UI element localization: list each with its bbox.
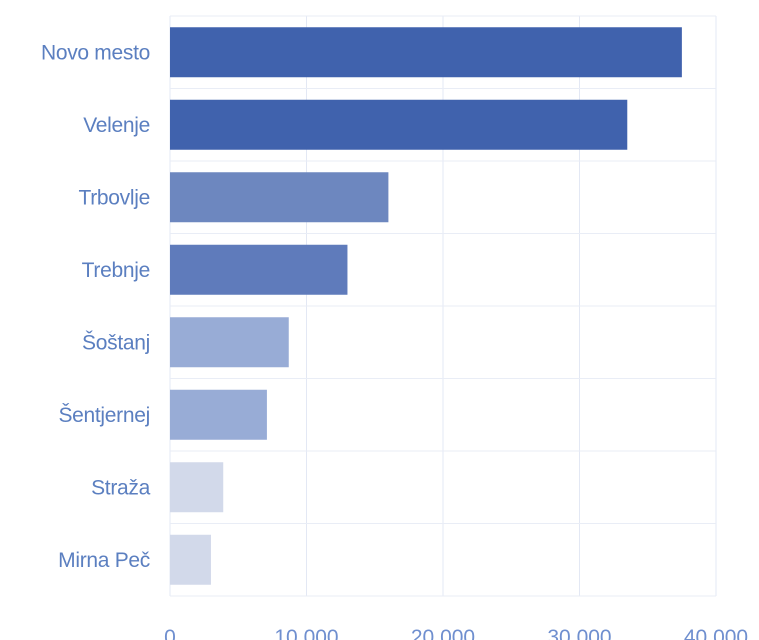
x-tick-labels: 0 10.000 20.000 30.000 40.000 (164, 626, 748, 640)
bar (170, 99, 628, 150)
x-tick-label: 30.000 (547, 626, 611, 640)
x-tick-label: 10.000 (274, 626, 338, 640)
bars (170, 27, 682, 585)
category-labels: Novo mesto Velenje Trbovlje Trebnje Šoštanj Š… (41, 41, 151, 572)
bar (170, 172, 389, 223)
category-label: Šoštanj (82, 331, 150, 354)
bar (170, 462, 224, 513)
category-label: Mirna Peč (58, 549, 150, 572)
category-label: Trbovlje (78, 186, 150, 209)
bar (170, 389, 267, 440)
x-tick-label: 0 (164, 626, 176, 640)
x-tick-label: 40.000 (684, 626, 748, 640)
bar (170, 27, 682, 78)
bar (170, 317, 289, 368)
category-label: Velenje (83, 114, 150, 137)
category-label: Straža (91, 476, 151, 499)
gridlines (169, 15, 717, 597)
category-label: Trebnje (82, 259, 150, 282)
bar (170, 534, 211, 585)
category-label: Novo mesto (41, 41, 150, 64)
bar (170, 244, 348, 295)
x-tick-label: 20.000 (411, 626, 475, 640)
category-label: Šentjernej (58, 404, 150, 427)
